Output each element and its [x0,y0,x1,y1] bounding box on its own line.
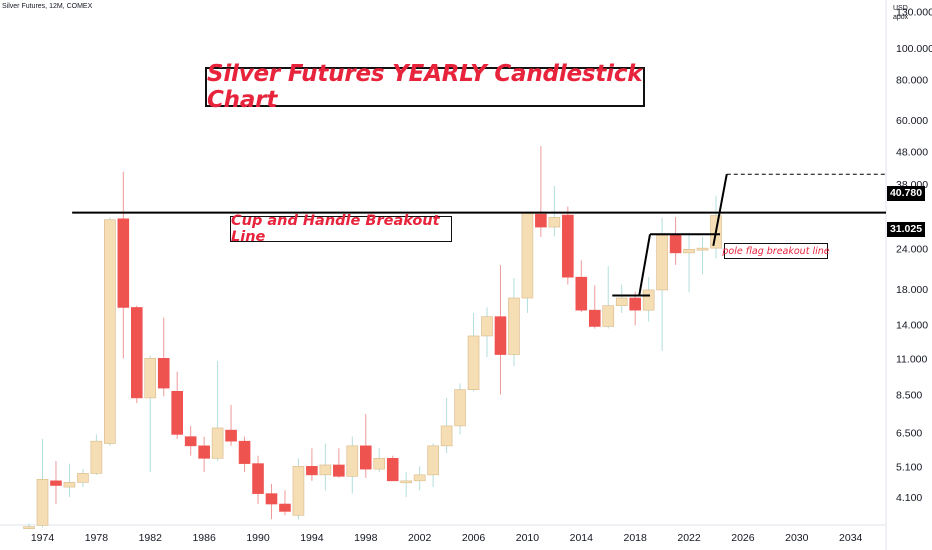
y-tick-label: 24.000 [896,244,928,256]
candle-body [23,526,35,529]
x-tick-label: 2026 [731,532,755,544]
candle-body [454,389,466,427]
candle-body [346,445,359,477]
breakout-price-tag[interactable]: 31.025 [887,222,925,237]
candle-body [494,316,507,355]
candle-body [319,464,332,476]
candle-body [656,235,668,291]
chart-title-box: Silver Futures YEARLY Candlestick Chart [205,61,645,113]
x-tick-label: 2018 [624,532,648,544]
candle-body [642,289,655,311]
candle-body [400,480,412,484]
currency-code: USD [893,5,908,12]
candle-body [602,305,615,327]
target-price-tag[interactable]: 40.780 [887,186,925,201]
candle-body [36,479,49,526]
candle-body [333,464,345,477]
cup-handle-label-box: Cup and Handle Breakout Line [230,213,452,245]
currency-label: USD apox [893,4,908,22]
currency-sub: apox [893,14,909,21]
candle-body [77,473,89,483]
candle-body [157,358,170,389]
candle-body [467,335,480,390]
y-tick-label: 60.000 [896,115,928,127]
x-tick-label: 1978 [85,532,109,544]
candle-body [629,297,641,311]
candle-body [386,458,399,482]
candle-body [696,247,709,251]
candle-body [413,474,426,482]
candle-body [615,297,628,306]
candle-body [521,212,534,299]
x-tick-label: 1998 [354,532,378,544]
chart-title: Silver Futures YEARLY Candlestick Chart [207,61,643,113]
symbol-title: Silver Futures, 12M, COMEX [2,3,93,10]
candle-body [130,307,143,399]
candle-body [373,458,386,470]
y-tick-label: 48.000 [896,146,928,158]
candle-body [292,466,305,516]
x-tick-label: 2022 [677,532,701,544]
y-tick-label: 18.000 [896,284,928,296]
candle-body [117,218,130,308]
candle-body [359,445,372,470]
candle-body [508,297,520,355]
candle-body [427,445,439,476]
candle-body [548,217,561,228]
x-tick-label: 2010 [516,532,540,544]
candle-body [306,466,318,476]
candle-body [575,276,588,311]
y-tick-label: 130.000 [896,6,932,18]
candle-body [90,440,103,474]
y-tick-label: 4.100 [896,492,922,504]
pole-flag-label: pole flag breakout line [722,245,830,257]
candle-body [63,482,76,488]
candle-body [184,436,197,447]
y-tick-label: 11.000 [896,353,927,365]
y-tick-label: 100.000 [896,43,932,55]
x-tick-label: 2030 [785,532,809,544]
candle-body [562,214,574,278]
y-tick-label: 5.100 [896,461,922,473]
candle-body [198,445,210,459]
cup-handle-label: Cup and Handle Breakout Line [231,213,440,245]
candle-body [279,503,291,512]
candle-body [683,249,695,254]
x-tick-label: 2034 [839,532,863,544]
x-tick-label: 1994 [300,532,324,544]
x-tick-label: 2014 [570,532,594,544]
y-tick-label: 6.500 [896,427,922,439]
candle-body [252,463,264,494]
candle-body [171,390,183,435]
candle-body [265,493,278,505]
y-tick-label: 80.000 [896,75,928,87]
candle-body [481,316,493,337]
candle-body [50,480,62,486]
candle-body [144,358,157,399]
candle-body [225,429,237,442]
pole-line [638,234,651,296]
x-tick-label: 2002 [408,532,432,544]
y-tick-label: 14.000 [896,319,928,331]
candle-body [104,219,116,444]
x-tick-label: 1982 [139,532,163,544]
candle-body [588,309,601,327]
x-tick-label: 1990 [246,532,270,544]
candle-body [440,425,453,447]
y-tick-label: 8.500 [896,390,922,402]
candle-body [535,213,547,228]
candle-body [238,440,251,464]
x-tick-label: 1986 [192,532,216,544]
candle-body [211,427,224,459]
x-tick-label: 1974 [31,532,55,544]
x-tick-label: 2006 [462,532,486,544]
pole-flag-label-box: pole flag breakout line [722,243,830,259]
candle-body [669,235,682,254]
